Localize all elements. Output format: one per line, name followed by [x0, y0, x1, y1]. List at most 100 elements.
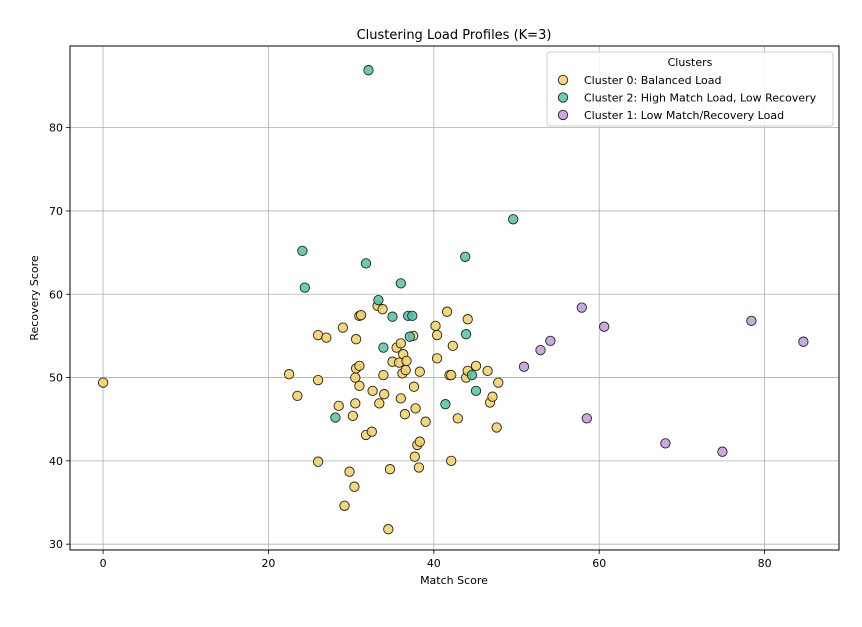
cluster-1-point	[373, 294, 384, 306]
cluster-0-point	[355, 309, 367, 321]
grid-lines	[70, 46, 839, 550]
cluster-0-point	[482, 365, 493, 377]
cluster-0-point	[395, 393, 406, 404]
legend-entry: Cluster 2: High Match Load, Low Recovery	[584, 92, 817, 105]
x-tick-label: 20	[261, 557, 275, 570]
plot-frame	[69, 45, 840, 551]
cluster-0-point	[409, 451, 420, 462]
cluster-0-point	[350, 398, 361, 409]
x-tick-label: 60	[592, 557, 606, 570]
cluster-0-point	[321, 332, 332, 343]
data-points	[97, 65, 809, 535]
cluster-0-point	[414, 436, 425, 447]
cluster-0-point	[441, 306, 453, 317]
cluster-0-point	[379, 389, 390, 400]
cluster-0-point	[408, 381, 420, 392]
cluster-0-point	[414, 366, 425, 377]
cluster-0-point	[339, 500, 350, 511]
cluster-0-point	[410, 403, 421, 414]
cluster-0-point	[350, 334, 362, 345]
y-axis-ticks: 30 40 50 60 70 80	[49, 122, 70, 551]
chart-title: Clustering Load Profiles (K=3)	[357, 28, 552, 43]
cluster-1-point	[363, 65, 374, 76]
legend-marker	[557, 109, 569, 121]
cluster-1-point	[297, 245, 308, 257]
cluster-0-point	[413, 462, 425, 473]
cluster-1-point	[470, 385, 482, 397]
cluster-0-point	[337, 322, 349, 333]
cluster-1-point	[404, 331, 415, 342]
cluster-1-point	[460, 329, 472, 340]
cluster-0-point	[431, 329, 443, 341]
y-tick-label: 30	[49, 538, 63, 551]
cluster-0-point	[354, 380, 365, 392]
y-tick-label: 80	[49, 122, 63, 135]
cluster-1-point	[378, 342, 389, 353]
cluster-0-point	[493, 377, 504, 388]
cluster-2-point	[660, 438, 671, 449]
x-tick-label: 0	[100, 557, 107, 570]
cluster-0-point	[333, 400, 344, 412]
cluster-0-point	[447, 340, 458, 352]
y-tick-label: 70	[49, 205, 63, 218]
cluster-2-point	[599, 321, 610, 332]
legend: Clusters Cluster 0: Balanced Load Cluster …	[546, 51, 834, 127]
cluster-2-point	[717, 446, 728, 457]
legend-marker	[557, 92, 569, 103]
cluster-1-point	[395, 278, 406, 289]
cluster-1-point	[440, 399, 451, 410]
cluster-0-point	[487, 391, 498, 402]
cluster-0-point	[312, 374, 324, 386]
cluster-0-point	[344, 466, 355, 477]
cluster-2-point	[576, 302, 587, 313]
cluster-0-point	[452, 413, 463, 424]
cluster-0-point	[366, 426, 377, 437]
cluster-2-point	[746, 315, 757, 327]
cluster-0-point	[367, 385, 378, 397]
cluster-0-point	[462, 314, 473, 325]
cluster-0-point	[374, 398, 385, 409]
cluster-0-point	[97, 377, 109, 388]
cluster-0-point	[430, 320, 441, 332]
cluster-0-point	[378, 369, 389, 381]
cluster-1-point	[508, 214, 519, 225]
cluster-1-point	[299, 282, 310, 293]
cluster-0-point	[347, 410, 358, 422]
legend-entry: Cluster 1: Low Match/Recovery Load	[584, 109, 784, 122]
cluster-0-point	[312, 456, 324, 467]
cluster-2-point	[798, 336, 809, 347]
cluster-0-point	[400, 364, 411, 376]
x-axis-label: Match Score	[420, 574, 488, 587]
y-tick-label: 60	[49, 288, 63, 301]
y-axis-label: Recovery Score	[28, 255, 41, 341]
cluster-0-point	[399, 409, 411, 420]
y-tick-label: 50	[49, 372, 63, 385]
cluster-1-point	[466, 369, 478, 381]
cluster-0-point	[384, 464, 396, 475]
cluster-0-point	[377, 304, 388, 315]
cluster-0-point	[383, 524, 394, 535]
x-axis-ticks: 0 20 40 60 80	[100, 550, 772, 570]
cluster-1-point	[407, 310, 418, 322]
cluster-1-point	[330, 412, 341, 423]
cluster-0-point	[491, 422, 502, 433]
cluster-1-point	[460, 251, 471, 262]
legend-entry: Cluster 0: Balanced Load	[584, 74, 721, 87]
cluster-2-point	[545, 335, 556, 347]
cluster-0-point	[470, 360, 482, 372]
cluster-0-point	[349, 481, 360, 492]
cluster-1-point	[387, 311, 398, 322]
legend-box	[546, 51, 834, 127]
x-tick-label: 40	[427, 557, 441, 570]
x-tick-label: 80	[758, 557, 772, 570]
cluster-1-point	[360, 258, 372, 269]
cluster-0-point	[354, 360, 365, 372]
cluster-2-point	[518, 361, 530, 372]
cluster-0-point	[292, 390, 303, 402]
cluster-2-point	[535, 344, 546, 356]
legend-title: Clusters	[668, 56, 713, 69]
cluster-2-point	[581, 413, 592, 424]
cluster-0-point	[395, 338, 406, 349]
cluster-0-point	[420, 416, 431, 427]
